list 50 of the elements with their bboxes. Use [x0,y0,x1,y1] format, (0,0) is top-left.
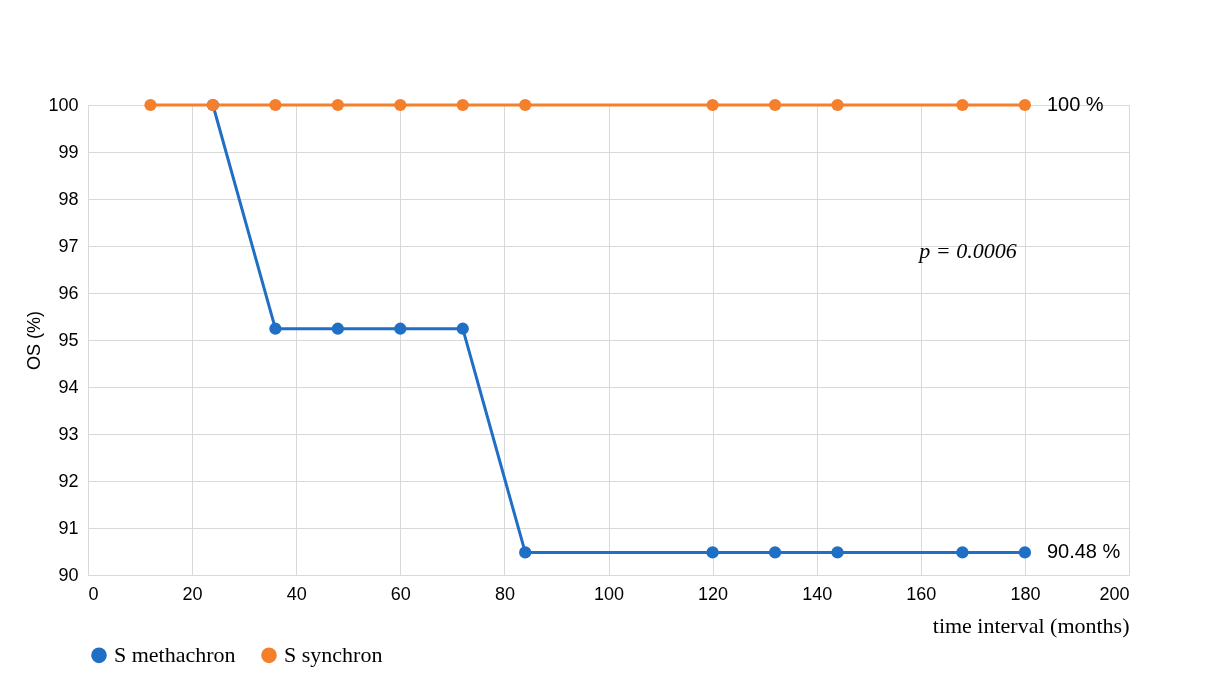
point [831,546,844,559]
y-tick-label: 98 [58,188,79,209]
y-tick-label: 93 [58,423,79,444]
point [519,546,532,559]
annotation: 100 % [1046,93,1104,115]
x-tick-label: 200 [1099,583,1130,604]
x-tick-label: 160 [906,583,937,604]
point [768,98,782,112]
y-tick-label: 92 [58,470,79,491]
point [1018,98,1032,112]
annotation: 90.48 % [1046,540,1121,563]
point [706,98,719,112]
point [956,98,969,112]
x-tick-label: 140 [802,583,833,604]
x-tick-label: 40 [286,583,307,604]
point [519,98,532,112]
point [394,98,407,112]
y-tick-label: 100 [48,94,79,115]
point [456,98,469,112]
legend-label: S methachron [114,642,236,668]
point [1018,546,1032,559]
x-tick-label: 20 [182,583,203,604]
x-axis-title: time interval (months) [932,612,1130,638]
x-tick-label: 120 [698,583,729,604]
point [269,98,282,112]
y-tick-label: 90 [58,564,79,585]
point [706,546,719,559]
point [831,98,844,112]
y-tick-label: 95 [58,329,79,350]
x-tick-label: 100 [593,583,625,604]
point [331,322,344,335]
y-axis-title: OS (%) [24,310,45,371]
x-tick-label: 0 [88,583,99,604]
point [144,98,157,112]
annotation: p = 0.0006 [917,238,1017,263]
point [956,546,969,559]
x-tick-label: 60 [390,583,411,604]
legend-label: S synchron [284,642,383,668]
y-tick-label: 94 [58,376,79,397]
y-tick-label: 91 [58,517,79,538]
point [456,322,469,335]
x-tick-label: 180 [1010,583,1041,604]
point [331,98,344,112]
point [768,546,782,559]
y-tick-label: 97 [58,235,79,256]
point [269,322,282,335]
y-tick-label: 99 [58,141,79,162]
x-tick-label: 80 [494,583,515,604]
point [394,322,407,335]
y-tick-label: 96 [58,282,79,303]
